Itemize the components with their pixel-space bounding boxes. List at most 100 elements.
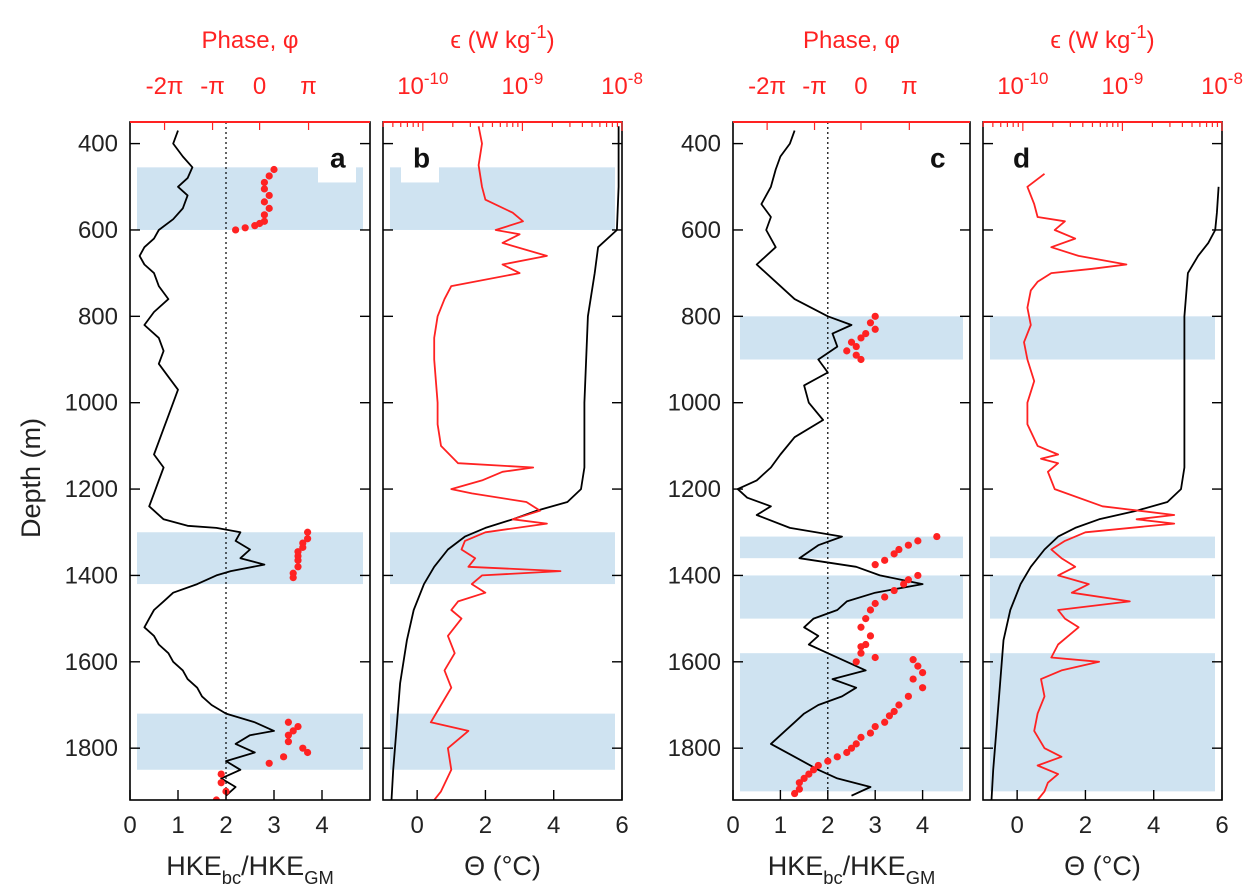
phase-point (914, 662, 922, 670)
phase-point (795, 785, 803, 793)
phase-point (299, 744, 307, 752)
y-tick-label: 1400 (65, 562, 118, 589)
phase-point (847, 338, 856, 346)
shaded-band (740, 316, 963, 360)
phase-point (919, 684, 927, 692)
x-tick-label: 6 (1215, 812, 1228, 839)
top-axis-title: ϵ (W kg-1​) (450, 21, 554, 54)
y-tick-label: 600 (681, 217, 721, 244)
phase-point (260, 198, 268, 206)
phase-point (866, 606, 875, 614)
x-axis-title: HKEbc​/HKEGM​ (768, 851, 936, 888)
x-axis-title: HKEbc​/HKEGM​ (166, 851, 334, 888)
top-tick-label: -π (802, 73, 827, 100)
top-tick-label: 10-9 (1102, 69, 1144, 100)
phase-point (284, 718, 292, 726)
phase-point (933, 532, 941, 541)
y-axis-title: Depth (m) (16, 418, 46, 538)
y-tick-label: 1200 (668, 476, 721, 503)
letter-patch (318, 165, 356, 183)
y-tick-label: 1400 (668, 562, 721, 589)
top-tick-label: 10-8 (601, 69, 643, 100)
x-tick-label: 2 (1079, 812, 1092, 839)
x-tick-label: 4 (1147, 812, 1160, 839)
phase-point (890, 550, 898, 558)
x-tick-label: 3 (267, 812, 280, 839)
phase-point (857, 649, 865, 657)
series-group (990, 173, 1220, 800)
phase-point (890, 586, 898, 595)
top-axis-title: ϵ (W kg-1​) (1050, 21, 1154, 54)
x-tick-label: 6 (615, 812, 628, 839)
phase-point (904, 692, 912, 700)
series-line-hke (736, 130, 924, 797)
phase-point (843, 347, 851, 355)
phase-point (909, 656, 917, 664)
shaded-band (137, 532, 363, 585)
series-line-epsilon (429, 126, 562, 800)
phase-point (805, 770, 813, 778)
phase-point (914, 537, 922, 545)
top-tick-label: 0 (253, 73, 266, 100)
shaded-band (990, 653, 1215, 792)
top-tick-label: 10-8 (1201, 69, 1243, 100)
phase-point (809, 766, 818, 774)
series-line-hke (138, 130, 275, 797)
phase-point (294, 556, 302, 564)
top-tick-label: 10-10 (397, 69, 448, 100)
phase-point (304, 528, 312, 536)
phase-point (241, 224, 249, 232)
phase-point (270, 165, 278, 174)
phase-point (871, 312, 879, 320)
phase-point (866, 632, 875, 640)
phase-point (795, 779, 803, 787)
phase-point (895, 545, 903, 554)
top-axis-title: Phase, φ (202, 27, 299, 54)
phase-point (260, 178, 268, 187)
phase-point (895, 701, 903, 709)
phase-point (843, 748, 851, 757)
phase-point (904, 541, 912, 549)
phase-point (212, 796, 220, 800)
phase-point (304, 535, 312, 543)
phase-point (904, 576, 912, 584)
y-tick-label: 1600 (65, 649, 118, 676)
shaded-band (990, 536, 1215, 559)
phase-point (857, 643, 865, 651)
phase-point (862, 615, 870, 623)
phase-point (919, 669, 927, 677)
phase-point (881, 718, 889, 726)
phase-point (862, 330, 870, 338)
y-tick-label: 1600 (668, 649, 721, 676)
phase-point (852, 342, 860, 351)
y-tick-label: 1000 (65, 390, 118, 417)
x-tick-label: 2 (479, 812, 492, 839)
x-tick-label: 2 (219, 812, 232, 839)
phase-point (857, 334, 865, 342)
phase-point (814, 761, 822, 770)
panel-letter-a: a (330, 142, 346, 173)
y-tick-label: 1200 (65, 476, 118, 503)
y-tick-label: 400 (78, 131, 118, 158)
phase-point (217, 779, 225, 787)
phase-point (890, 707, 898, 716)
y-tick-label: 800 (78, 303, 118, 330)
shaded-band (740, 536, 963, 559)
series-group (390, 126, 620, 800)
phase-point (852, 740, 860, 748)
x-tick-label: 2 (821, 812, 834, 839)
shaded-band (990, 316, 1215, 360)
phase-point (885, 712, 894, 720)
phase-point (289, 727, 297, 735)
phase-point (909, 675, 917, 683)
phase-point (265, 172, 273, 180)
phase-point (857, 355, 865, 364)
panel-c: c 400 600 800 1000 1200 1400 1600 1800 0 1 2 3 4 HKEbc… (668, 27, 971, 888)
phase-point (871, 653, 879, 662)
shaded-band (740, 575, 963, 619)
phase-point (871, 561, 879, 569)
phase-point (260, 185, 268, 193)
phase-point (847, 744, 856, 752)
